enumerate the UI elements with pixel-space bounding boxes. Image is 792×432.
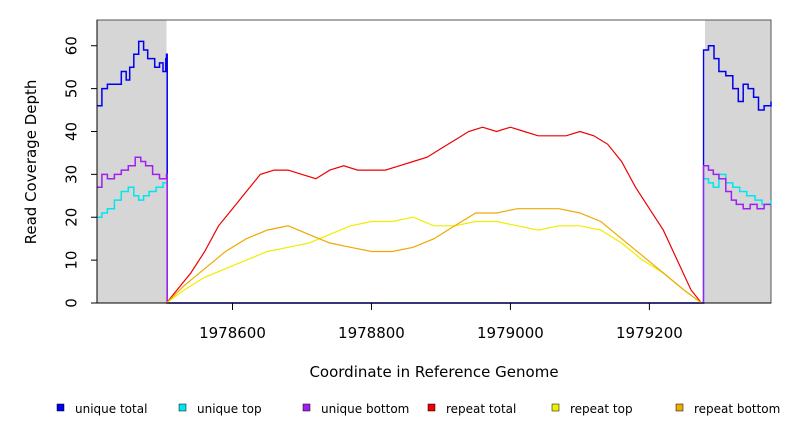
legend-swatch-unique-total [56, 403, 65, 412]
y-tick-label-0: 0 [63, 298, 81, 308]
legend-label-repeat-bottom: repeat bottom [694, 402, 780, 416]
shaded-regions [97, 20, 771, 303]
series-lines [97, 40, 772, 304]
plot-frame [96, 19, 772, 304]
y-tick-label-10: 10 [63, 251, 81, 270]
x-axis-title: Coordinate in Reference Genome [309, 363, 558, 381]
y-tick-label-20: 20 [63, 208, 81, 227]
legend-label-repeat-top: repeat top [570, 402, 633, 416]
y-tick-label-30: 30 [63, 165, 81, 184]
series-repeat-top [166, 216, 702, 304]
series-repeat-bottom [166, 208, 702, 304]
x-tick-label-1979200: 1979200 [616, 324, 683, 342]
shaded-region-2 [704, 20, 771, 303]
shaded-region-1 [97, 20, 167, 303]
y-tick-label-60: 60 [63, 36, 81, 55]
legend-label-unique-total: unique total [75, 402, 147, 416]
x-tick-label-1978600: 1978600 [199, 324, 266, 342]
y-tick-label-40: 40 [63, 122, 81, 141]
legend-swatch-unique-bottom [302, 403, 311, 412]
series-unique-total [97, 40, 772, 304]
legend-label-unique-bottom: unique bottom [321, 402, 409, 416]
legend-swatch-repeat-bottom [675, 403, 684, 412]
y-axis-title: Read Coverage Depth [22, 80, 40, 245]
legend-swatch-repeat-top [551, 403, 560, 412]
axes: 0 10 20 30 40 50 60 1978600 1978800 1979000 197920… [63, 20, 771, 342]
series-repeat-total [166, 126, 702, 304]
legend: unique total unique top unique bottom repea… [56, 402, 780, 416]
legend-label-unique-top: unique top [197, 402, 262, 416]
x-tick-label-1979000: 1979000 [477, 324, 544, 342]
legend-swatch-unique-top [178, 403, 187, 412]
x-tick-label-1978800: 1978800 [338, 324, 405, 342]
legend-label-repeat-total: repeat total [446, 402, 516, 416]
legend-swatch-repeat-total [427, 403, 436, 412]
y-tick-label-50: 50 [63, 79, 81, 98]
